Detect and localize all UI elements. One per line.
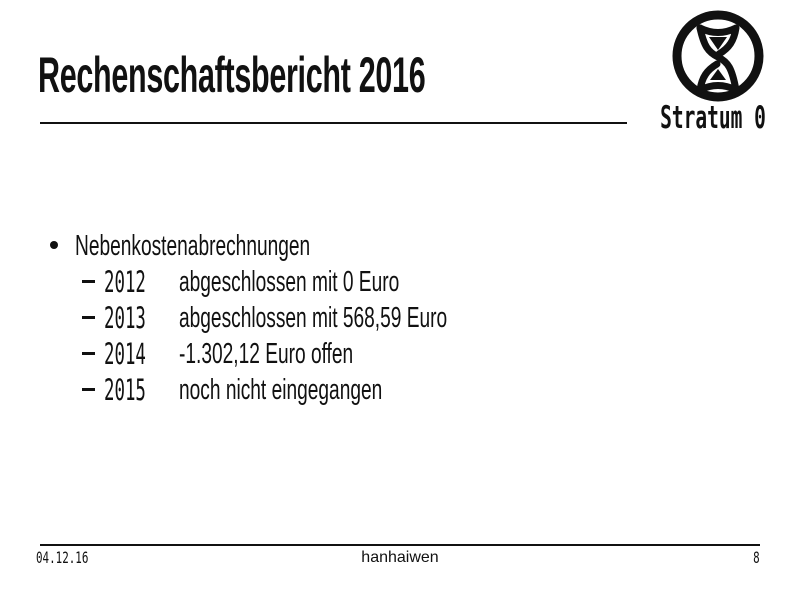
footer-page-number: 8 <box>753 548 760 567</box>
page-title: Rechenschaftsbericht 2016 <box>38 47 426 103</box>
bullet-item-label: Nebenkostenabrechnungen <box>75 230 311 262</box>
logo-wordmark: Stratum 0 <box>660 100 766 136</box>
dash-icon <box>82 316 95 319</box>
year-label: 2012 <box>104 265 146 299</box>
item-text: -1.302,12 Euro offen <box>179 338 354 370</box>
dash-icon <box>82 352 95 355</box>
dash-icon <box>82 280 95 283</box>
item-text: abgeschlossen mit 0 Euro <box>179 266 400 298</box>
item-text: noch nicht eingegangen <box>179 374 383 406</box>
item-text: abgeschlossen mit 568,59 Euro <box>179 302 448 334</box>
bullet-dot-icon <box>50 241 58 249</box>
footer-author: hanhaiwen <box>361 549 439 566</box>
footer-date: 04.12.16 <box>36 548 89 567</box>
dash-icon <box>82 388 95 391</box>
year-label: 2013 <box>104 301 146 335</box>
year-label: 2014 <box>104 337 146 371</box>
title-underline <box>40 122 627 124</box>
hourglass-icon <box>672 10 764 102</box>
footer-rule <box>40 544 760 546</box>
year-label: 2015 <box>104 373 146 407</box>
